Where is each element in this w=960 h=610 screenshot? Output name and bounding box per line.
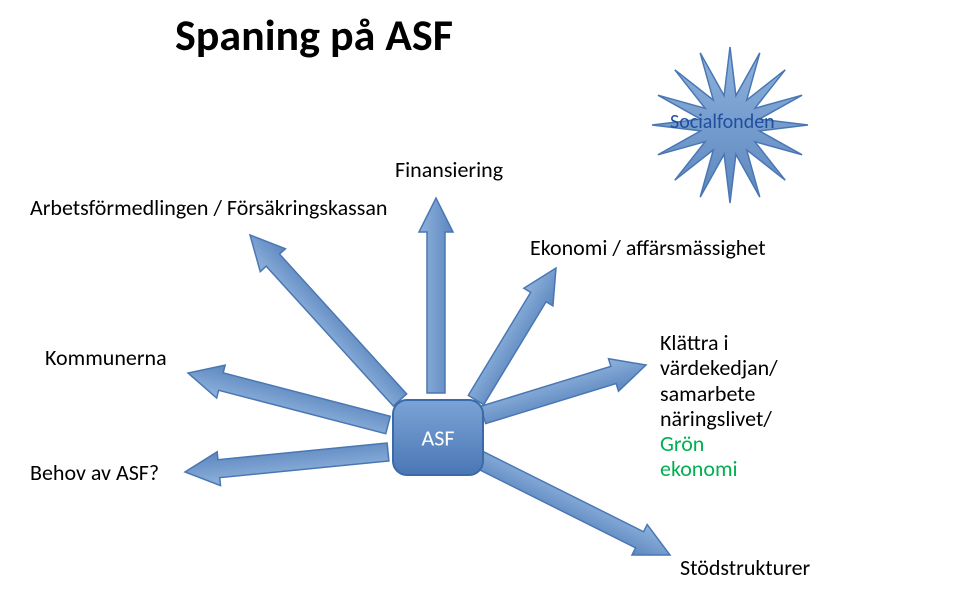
arrow-finansiering [419, 198, 453, 393]
label-arb_fors: Arbetsförmedlingen / Försäkringskassan [30, 195, 388, 220]
diagram-svg: ASF [0, 0, 960, 610]
label-kommunerna: Kommunerna [45, 345, 167, 370]
page-title: Spaning på ASF [175, 8, 453, 62]
arrow-behov [183, 435, 389, 489]
label-klattra: Klättra ivärdekedjan/samarbetenäringsliv… [660, 330, 778, 482]
label-finansiering: Finansiering [395, 157, 503, 182]
label-ekonomi: Ekonomi / affärsmässighet [530, 235, 766, 260]
arrow-stod [472, 445, 677, 570]
star-label: Socialfonden [670, 111, 775, 134]
label-behov: Behov av ASF? [30, 460, 159, 485]
central-node-label: ASF [422, 425, 455, 452]
label-stod: Stödstrukturer [680, 555, 810, 580]
